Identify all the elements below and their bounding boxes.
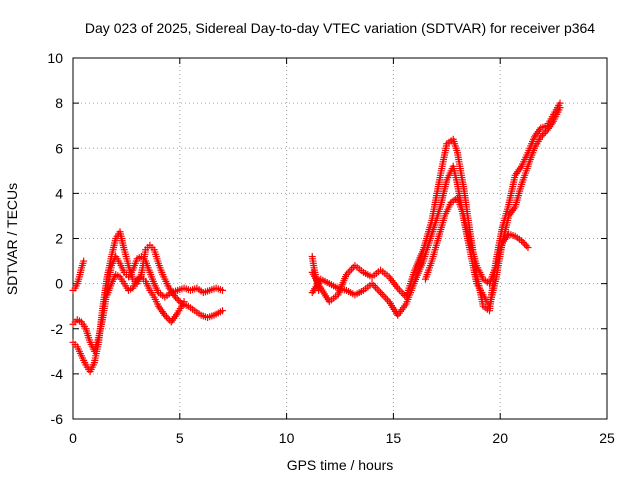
marker [522, 242, 530, 250]
marker [540, 130, 548, 138]
marker [162, 313, 170, 321]
data-point [524, 244, 532, 252]
series-track-c [69, 253, 227, 355]
y-axis-label: SDTVAR / TECUs [4, 183, 20, 295]
grid [73, 58, 607, 419]
data-point [377, 289, 385, 297]
data-point [80, 257, 88, 265]
x-tick-label: 10 [279, 430, 295, 446]
y-tick-label: -2 [51, 321, 64, 337]
marker [399, 290, 407, 298]
x-tick-label: 25 [599, 430, 615, 446]
marker [375, 287, 383, 295]
data-point [161, 311, 169, 319]
y-tick-label: 4 [55, 185, 63, 201]
y-tick-label: 10 [47, 50, 63, 66]
data-point [556, 104, 564, 112]
y-tick-label: 2 [55, 231, 63, 247]
x-tick-label: 5 [176, 430, 184, 446]
x-tick-label: 15 [386, 430, 402, 446]
data-point [518, 237, 526, 245]
series-track-f [308, 99, 564, 315]
marker [397, 288, 405, 296]
marker [382, 294, 390, 302]
marker [395, 286, 403, 294]
series-track-b [69, 228, 227, 376]
data-points [69, 99, 564, 376]
y-tick-label: 8 [55, 95, 63, 111]
series-track-h [421, 194, 532, 288]
y-tick-label: -4 [51, 366, 64, 382]
x-tick-label: 0 [69, 430, 77, 446]
marker [378, 290, 386, 298]
data-point [219, 286, 227, 294]
marker [346, 267, 354, 275]
marker [521, 240, 529, 248]
marker [380, 292, 388, 300]
marker [370, 281, 378, 289]
data-point [172, 293, 180, 301]
series-track-d [103, 271, 188, 326]
data-point [219, 307, 227, 315]
y-tick-label: 0 [55, 276, 63, 292]
series-track-a [69, 257, 88, 294]
y-tick-label: 6 [55, 140, 63, 156]
marker [173, 295, 181, 303]
marker [175, 297, 183, 305]
x-axis-label: GPS time / hours [287, 457, 394, 473]
data-point [537, 133, 545, 141]
series-track-g [308, 104, 564, 319]
marker [519, 238, 527, 246]
x-tick-label: 20 [492, 430, 508, 446]
marker [373, 285, 381, 293]
marker [538, 131, 546, 139]
y-axis: -6 -4 -2 0 2 4 6 8 10 [47, 50, 607, 427]
chart-title: Day 023 of 2025, Sidereal Day-to-day VTE… [85, 20, 595, 36]
x-axis: 0 5 10 15 20 25 [69, 58, 615, 446]
data-point [180, 298, 188, 306]
y-tick-label: -6 [51, 411, 64, 427]
